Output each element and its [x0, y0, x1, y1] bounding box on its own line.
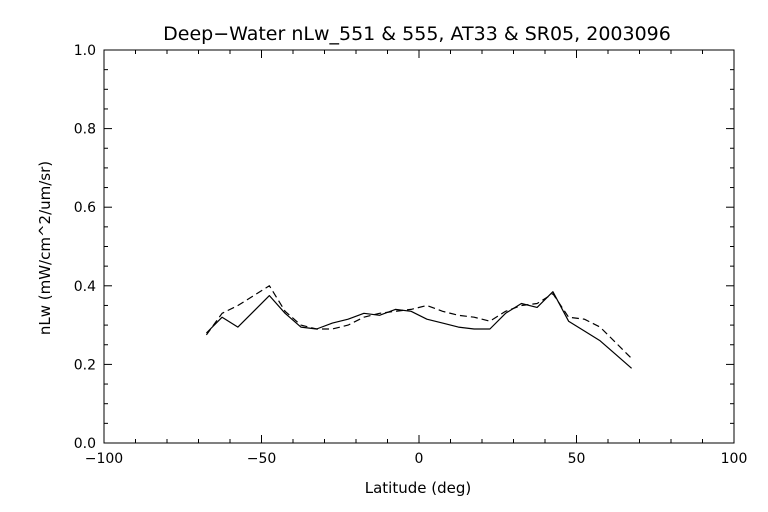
x-tick-label: 50 — [568, 451, 586, 467]
y-tick-label: 0.0 — [74, 436, 96, 452]
y-tick-label: 1.0 — [74, 43, 96, 59]
y-tick-label: 0.8 — [74, 122, 96, 138]
plot-frame — [103, 49, 735, 444]
series-layer — [205, 285, 633, 369]
x-tick-label: −50 — [247, 451, 277, 467]
x-tick-label: 100 — [721, 451, 748, 467]
axes: −100 −50 0 50 100 0.0 0.2 0.4 0.6 0.8 1.0 — [74, 43, 748, 467]
y-tick-label: 0.6 — [74, 200, 96, 216]
chart-title: Deep−Water nLw_551 & 555, AT33 & SR05, 2… — [163, 23, 671, 45]
x-axis-label: Latitude (deg) — [365, 479, 471, 497]
y-tick-label: 0.2 — [74, 357, 96, 373]
y-axis-label: nLw (mW/cm^2/um/sr) — [36, 161, 54, 335]
x-tick-label: 0 — [415, 451, 424, 467]
x-tick-label: −100 — [85, 451, 123, 467]
series-line-solid — [205, 291, 632, 369]
y-tick-label: 0.4 — [74, 279, 96, 295]
